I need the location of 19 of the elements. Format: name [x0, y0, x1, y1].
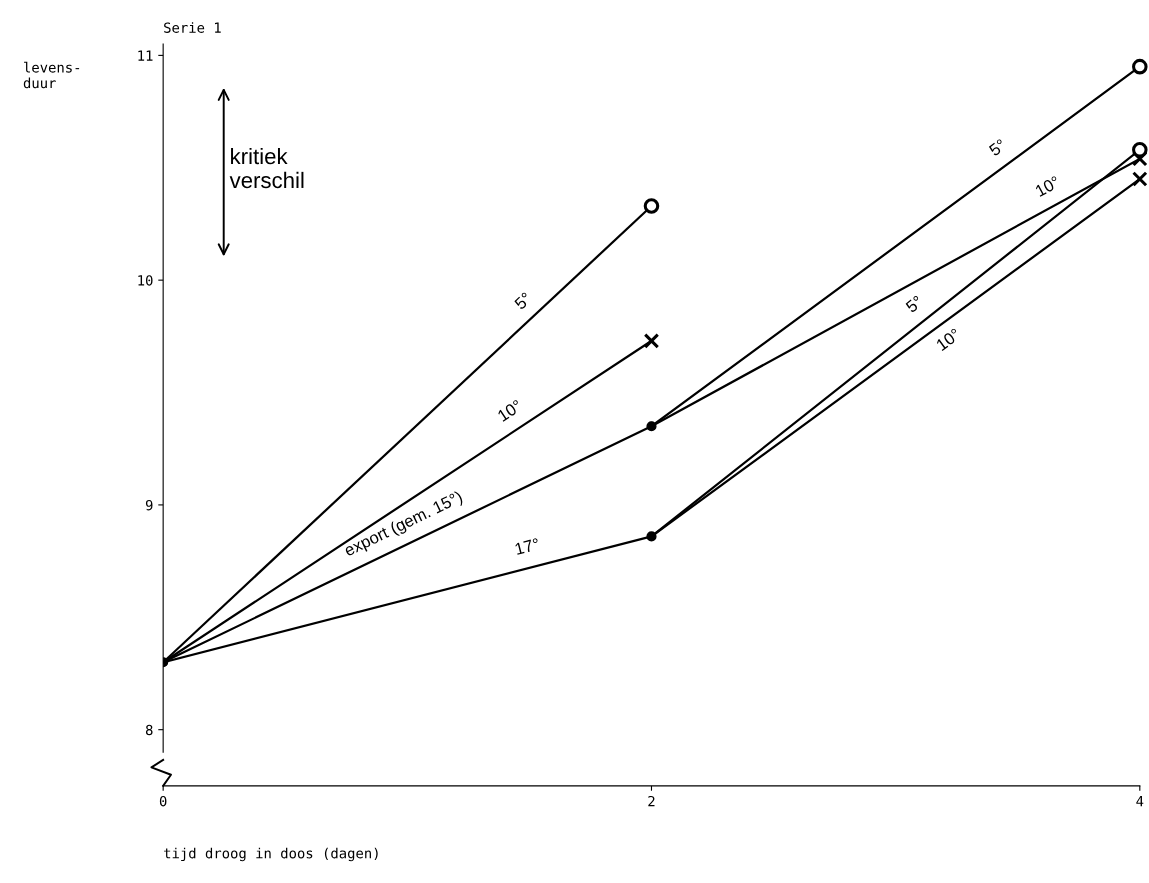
text: 10° — [496, 399, 523, 422]
text: 10° — [1034, 175, 1061, 197]
chart-title: Serie 1 — [164, 22, 221, 33]
x-tick-label: 4 — [1136, 796, 1144, 807]
text: 10° — [935, 327, 962, 352]
text: 5° — [513, 291, 533, 311]
text: 5° — [904, 295, 924, 314]
y-axis-title: levens- duur — [23, 61, 80, 89]
text: 17° — [514, 537, 540, 555]
y-tick-label: 10 — [138, 275, 153, 286]
x-axis-title: tijd droog in doos (dagen) — [164, 847, 378, 862]
y-tick-label: 11 — [138, 50, 153, 61]
y-tick-label: 8 — [145, 724, 153, 736]
text: export (gem. 15°) — [343, 490, 465, 560]
text: 5° — [988, 138, 1007, 157]
x-tick-label: 2 — [648, 795, 655, 807]
annotation: kritiek verschil — [229, 147, 304, 189]
y-tick-label: 9 — [145, 499, 153, 511]
x-tick-label: 0 — [159, 795, 167, 807]
